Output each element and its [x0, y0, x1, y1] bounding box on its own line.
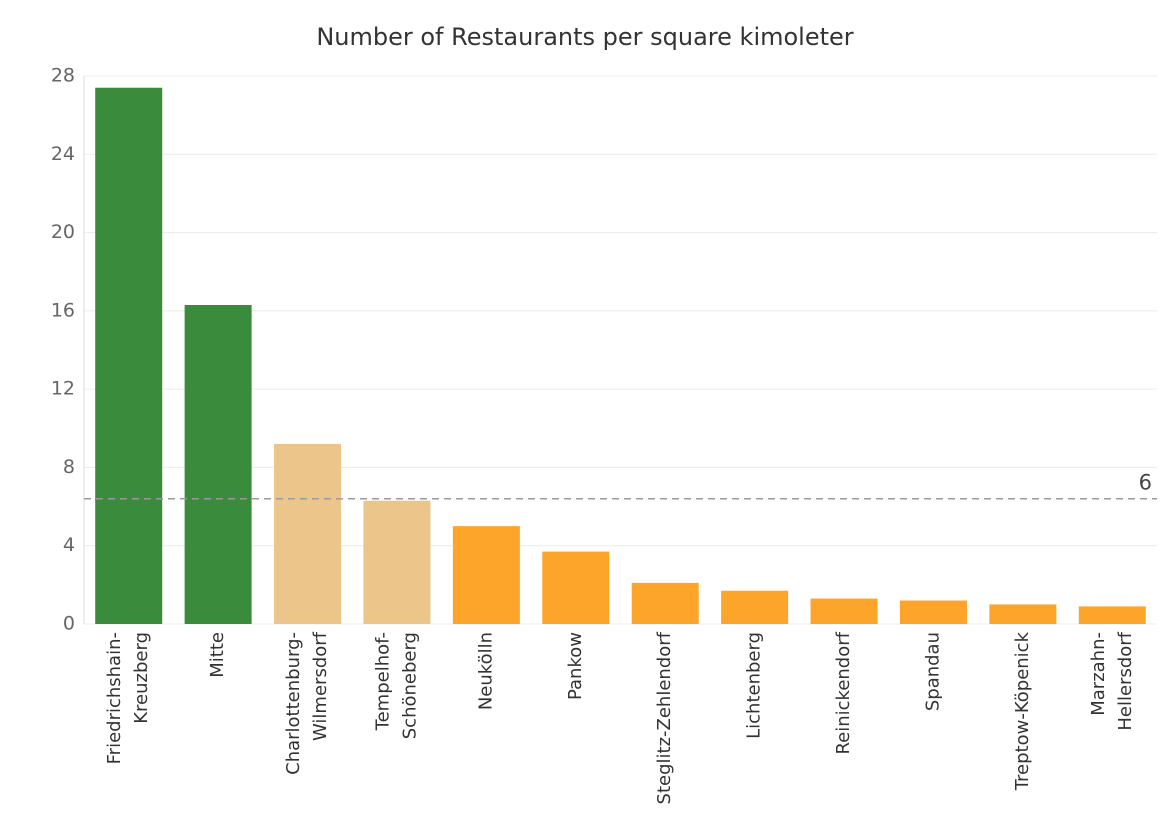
y-tick-label: 20	[51, 221, 75, 243]
bar	[542, 551, 610, 624]
x-tick-label-line: Schöneberg	[399, 632, 420, 739]
y-tick-label: 8	[63, 456, 75, 478]
chart-title: Number of Restaurants per square kimolet…	[316, 23, 853, 51]
x-tick-label-line: Hellersdorf	[1115, 631, 1136, 730]
x-tick-label: Tempelhof- Schöneberg	[372, 632, 420, 739]
bar	[95, 87, 163, 624]
x-tick-label: Pankow	[565, 632, 586, 700]
x-tick-label-line: Charlottenburg-	[283, 632, 304, 775]
y-tick-label: 16	[51, 299, 75, 321]
x-tick-label: Mitte	[207, 632, 228, 678]
x-tick-label-line: Treptow-Köpenick	[1012, 631, 1033, 791]
bar	[989, 604, 1057, 624]
x-tick-label: Marzahn- Hellersdorf	[1088, 631, 1136, 730]
x-tick-label-line: Mitte	[207, 632, 228, 678]
x-tick-label-line: Lichtenberg	[744, 632, 765, 739]
x-tick-label: Lichtenberg	[744, 632, 765, 739]
x-tick-label: Neukölln	[475, 632, 496, 710]
y-axis: 0 4 8 12 16 20 24 28	[51, 65, 75, 635]
x-tick-label-line: Steglitz-Zehlendorf	[654, 631, 675, 804]
x-tick-label-line: Friedrichshain-	[104, 632, 125, 764]
reference-line-group: 6	[84, 471, 1157, 500]
x-tick-label-line: Pankow	[565, 632, 586, 700]
bars	[95, 87, 1146, 624]
bar	[1078, 606, 1146, 624]
x-tick-label: Treptow-Köpenick	[1012, 631, 1033, 791]
gridlines	[83, 75, 1157, 625]
y-tick-label: 0	[63, 613, 75, 635]
x-tick-label-line: Spandau	[922, 632, 943, 711]
y-tick-label: 4	[63, 534, 75, 556]
x-tick-label-line: Reinickendorf	[833, 631, 854, 754]
bar	[363, 500, 431, 624]
y-tick-label: 28	[51, 65, 75, 87]
x-tick-label: Reinickendorf	[833, 631, 854, 754]
bar	[899, 600, 967, 624]
x-tick-label-line: Tempelhof-	[372, 632, 393, 731]
x-tick-label: Charlottenburg- Wilmersdorf	[283, 631, 331, 775]
bar	[721, 590, 789, 624]
bar	[274, 443, 342, 624]
x-tick-label-line: Marzahn-	[1088, 632, 1109, 716]
x-tick-label: Steglitz-Zehlendorf	[654, 631, 675, 804]
x-tick-label: Spandau	[922, 632, 943, 711]
x-tick-label-line: Neukölln	[475, 632, 496, 710]
bar	[631, 582, 699, 624]
bar	[810, 598, 878, 624]
bar	[184, 304, 252, 624]
y-tick-label: 24	[51, 143, 75, 165]
bar	[452, 526, 520, 624]
y-tick-label: 12	[51, 378, 75, 400]
x-axis: Friedrichshain- Kreuzberg Mitte Charlottenb…	[104, 631, 1136, 804]
x-tick-label-line: Wilmersdorf	[310, 631, 331, 741]
reference-line-label: 6	[1139, 471, 1152, 495]
x-tick-label: Friedrichshain- Kreuzberg	[104, 632, 152, 764]
x-tick-label-line: Kreuzberg	[131, 632, 152, 724]
